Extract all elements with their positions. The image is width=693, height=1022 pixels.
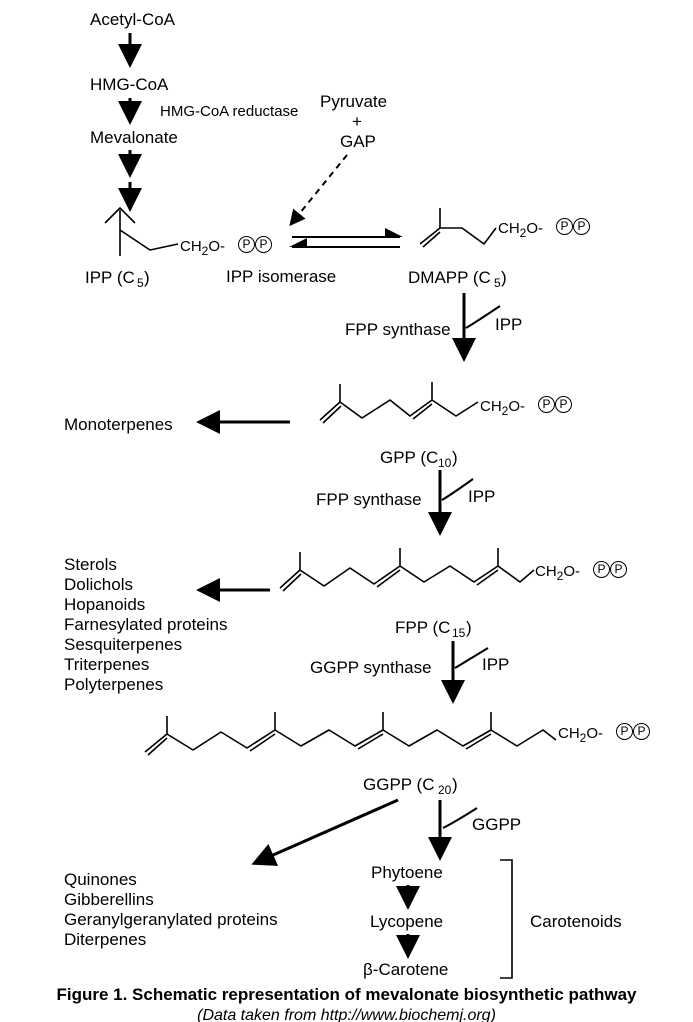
label-gpp_c10: 10 — [438, 453, 451, 473]
label-lycopene: Lycopene — [370, 912, 443, 932]
label-gap: GAP — [340, 132, 376, 152]
figure-caption: Figure 1. Schematic representation of me… — [0, 985, 693, 1022]
label-ippIso: IPP isomerase — [226, 267, 336, 287]
pp-ch2o_ipp: PP — [238, 236, 272, 254]
label-ipp1: IPP — [495, 315, 522, 335]
label-plus: + — [352, 112, 362, 132]
arrow-a_dash — [291, 155, 347, 224]
ch2o-ch2o_dmapp: CH2O- — [498, 220, 543, 240]
label-gpp_lbl: GPP (C — [380, 448, 438, 468]
label-phytoene: Phytoene — [371, 863, 443, 883]
label-quinones: Quinones — [64, 870, 137, 890]
label-gibber: Gibberellins — [64, 890, 154, 910]
label-ipp_lbl: IPP (C — [85, 268, 135, 288]
label-hopanoids: Hopanoids — [64, 595, 145, 615]
pp-ch2o_ggpp: PP — [616, 723, 650, 741]
label-ggpp_side: GGPP — [472, 815, 521, 835]
bracket-carotenoids — [500, 860, 512, 978]
label-ipp_lbl2: ) — [144, 268, 150, 288]
ch2o-ch2o_ipp: CH2O- — [180, 238, 225, 258]
caption-subtitle: (Data taken from http://www.biochemj.org… — [197, 1007, 496, 1022]
label-farn: Farnesylated proteins — [64, 615, 227, 635]
label-mev: Mevalonate — [90, 128, 178, 148]
pp-ch2o_gpp: PP — [538, 396, 572, 414]
struct-dbl-ggpp_struct — [148, 734, 491, 755]
ch2o-ch2o_fpp: CH2O- — [535, 563, 580, 583]
label-ggpp_c20: 20 — [438, 780, 451, 800]
label-gergery: Geranylgeranylated proteins — [64, 910, 278, 930]
label-fpp_lbl: FPP (C — [395, 618, 450, 638]
label-carotenoids: Carotenoids — [530, 912, 622, 932]
label-ggpp_lbl: GGPP (C — [363, 775, 434, 795]
arrow-a_ggpp_branch — [255, 800, 398, 863]
label-bcarotene: β-Carotene — [363, 960, 448, 980]
label-diter: Diterpenes — [64, 930, 146, 950]
label-ggpp_syn: GGPP synthase — [310, 658, 432, 678]
label-sesqui: Sesquiterpenes — [64, 635, 182, 655]
label-fpp_syn1: FPP synthase — [345, 320, 451, 340]
label-hmgR: HMG-CoA reductase — [160, 102, 298, 122]
struct-dmapp_struct — [420, 208, 496, 244]
pp-ch2o_dmapp: PP — [556, 218, 590, 236]
label-ipp2: IPP — [468, 487, 495, 507]
struct-ggpp_struct — [145, 712, 556, 752]
label-polyter: Polyterpenes — [64, 675, 163, 695]
label-ipp3: IPP — [482, 655, 509, 675]
struct-ipp_struct — [105, 208, 178, 256]
struct-dbl-dmapp_struct — [423, 232, 440, 247]
label-dolichols: Dolichols — [64, 575, 133, 595]
label-ipp_c5: 5 — [137, 273, 144, 293]
ch2o-ch2o_ggpp: CH2O- — [558, 725, 603, 745]
label-fpp_lbl2: ) — [466, 618, 472, 638]
ch2o-ch2o_gpp: CH2O- — [480, 398, 525, 418]
label-ggpp_lbl2: ) — [452, 775, 458, 795]
label-acetyl: Acetyl-CoA — [90, 10, 175, 30]
struct-dbl-gpp_struct — [323, 404, 432, 423]
label-sterols: Sterols — [64, 555, 117, 575]
struct-dbl-fpp_struct — [283, 570, 498, 591]
label-fpp_c15: 15 — [452, 623, 465, 643]
label-hmg: HMG-CoA — [90, 75, 168, 95]
label-dmapp_lbl2: ) — [501, 268, 507, 288]
label-triter: Triterpenes — [64, 655, 149, 675]
pathway-svg — [0, 0, 693, 1022]
label-dmapp_c5: 5 — [494, 273, 501, 293]
pp-ch2o_fpp: PP — [593, 561, 627, 579]
label-gpp_lbl2: ) — [452, 448, 458, 468]
label-dmapp_lbl: DMAPP (C — [408, 268, 491, 288]
label-mono: Monoterpenes — [64, 415, 173, 435]
label-fpp_syn2: FPP synthase — [316, 490, 422, 510]
struct-gpp_struct — [320, 382, 478, 420]
struct-fpp_struct — [280, 548, 534, 588]
label-pyr: Pyruvate — [320, 92, 387, 112]
caption-title: Figure 1. Schematic representation of me… — [56, 985, 636, 1004]
pathway-canvas: Acetyl-CoA HMG-CoA HMG-CoA reductase Mevalo… — [0, 0, 693, 1022]
